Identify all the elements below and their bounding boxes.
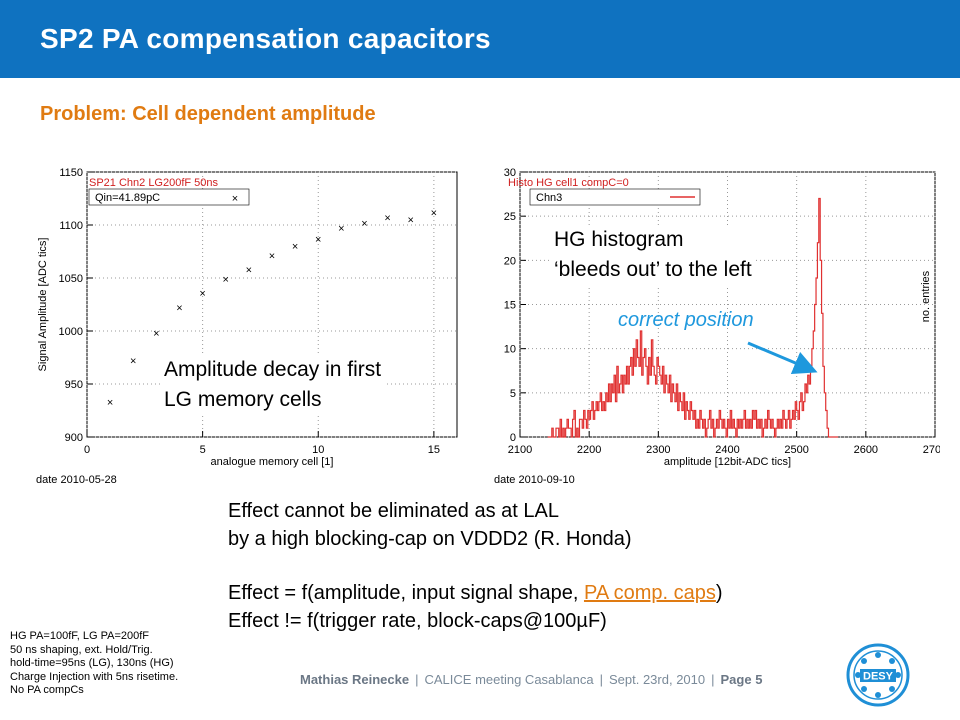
data-point: × bbox=[269, 251, 275, 263]
data-point: × bbox=[153, 328, 159, 340]
effect-line: Effect = f(amplitude, input signal shape… bbox=[228, 579, 723, 607]
footer-author: Mathias Reinecke bbox=[300, 672, 410, 687]
annotation-line: ‘bleeds out’ to the left bbox=[550, 255, 756, 285]
y-tick-label: 10 bbox=[504, 344, 516, 356]
data-point: × bbox=[408, 215, 414, 227]
hg-bleed-annotation: HG histogram ‘bleeds out’ to the left bbox=[550, 225, 756, 285]
y-tick-label: 1100 bbox=[59, 220, 83, 232]
amplitude-decay-annotation: Amplitude decay in first LG memory cells bbox=[160, 355, 386, 415]
effect-block-1: Effect cannot be eliminated as at LAL by… bbox=[228, 497, 632, 553]
x-axis-label: analogue memory cell [1] bbox=[211, 456, 334, 468]
y-tick-label: 1000 bbox=[59, 326, 83, 338]
legend-label: Qin=41.89pC bbox=[95, 192, 160, 204]
data-point: × bbox=[223, 274, 229, 286]
effect-line3-prefix: Effect = f(amplitude, input signal shape… bbox=[228, 582, 584, 604]
amplitude-vs-cell-chart: 900 950 1000 1050 1100 1150 0 5 10 15 analogue mem… bbox=[32, 160, 472, 495]
effect-block-2: Effect = f(amplitude, input signal shape… bbox=[228, 579, 723, 635]
annotation-line: HG histogram bbox=[550, 225, 756, 255]
legend-marker: × bbox=[232, 193, 238, 205]
data-point: × bbox=[431, 207, 437, 219]
x-tick-label: 0 bbox=[84, 444, 90, 456]
data-point: × bbox=[292, 241, 298, 253]
footer-date: Sept. 23rd, 2010 bbox=[608, 672, 706, 687]
x-tick-label: 10 bbox=[312, 444, 324, 456]
correct-position-arrow-icon bbox=[747, 341, 818, 375]
histogram-chart-svg: 0 5 10 15 20 25 30 2100 2200 2300 2400 2500 2600 2700… bbox=[494, 167, 940, 486]
chart-date: date 2010-09-10 bbox=[494, 474, 575, 486]
effect-line: Effect != f(trigger rate, block-caps@100… bbox=[228, 610, 607, 632]
note-line: 50 ns shaping, ext. Hold/Trig. bbox=[10, 643, 153, 656]
effect-line: Effect cannot be eliminated as at LAL bbox=[228, 500, 559, 522]
x-tick-label: 15 bbox=[428, 444, 440, 456]
y-tick-label: 20 bbox=[504, 255, 516, 267]
x-tick-label: 2100 bbox=[508, 444, 532, 456]
x-tick-label: 5 bbox=[200, 444, 206, 456]
chart-title: SP21 Chn2 LG200fF 50ns bbox=[89, 177, 219, 189]
x-tick-label: 2700 bbox=[923, 444, 940, 456]
y-tick-label: 1050 bbox=[59, 273, 83, 285]
legend-box bbox=[529, 188, 701, 206]
footer-separator: | bbox=[415, 672, 419, 687]
chart-title: Histo HG cell1 compC=0 bbox=[508, 177, 629, 189]
note-line: hold-time=95ns (LG), 130ns (HG) bbox=[10, 657, 174, 669]
x-tick-label: 2200 bbox=[577, 444, 601, 456]
y-tick-label: 1150 bbox=[59, 167, 83, 179]
desy-logo-icon: DESY bbox=[846, 643, 910, 707]
data-point: × bbox=[246, 265, 252, 277]
note-line: Charge Injection with 5ns risetime. bbox=[10, 670, 179, 683]
correct-position-label: correct position bbox=[618, 309, 754, 331]
annotation-line: LG memory cells bbox=[160, 385, 386, 415]
legend-box bbox=[88, 188, 250, 206]
y-tick-label: 15 bbox=[504, 300, 516, 312]
footer-page: Page 5 bbox=[720, 672, 763, 687]
problem-subtitle: Problem: Cell dependent amplitude bbox=[40, 103, 376, 125]
note-line: HG PA=100fF, LG PA=200fF bbox=[10, 630, 149, 642]
x-axis-label: amplitude [12bit-ADC tics] bbox=[664, 456, 791, 468]
data-point: × bbox=[384, 213, 390, 225]
hg-histogram-chart: 0 5 10 15 20 25 30 2100 2200 2300 2400 2500 2600 2700… bbox=[490, 160, 940, 495]
x-tick-label: 2600 bbox=[854, 444, 878, 456]
y-tick-label: 25 bbox=[504, 211, 516, 223]
header-bar: SP2 PA compensation capacitors bbox=[0, 0, 960, 78]
x-tick-label: 2400 bbox=[715, 444, 739, 456]
chart-date: date 2010-05-28 bbox=[36, 474, 117, 486]
x-tick-label: 2500 bbox=[784, 444, 808, 456]
footer-meeting: CALICE meeting Casablanca bbox=[424, 672, 594, 687]
footer-separator: | bbox=[711, 672, 715, 687]
y-tick-label: 0 bbox=[510, 432, 516, 444]
measurement-notes: HG PA=100fF, LG PA=200fF 50 ns shaping, … bbox=[10, 630, 178, 698]
pa-comp-caps-link[interactable]: PA comp. caps bbox=[583, 582, 716, 604]
y-axis-label: no. entries bbox=[920, 270, 932, 322]
amplitude-chart-svg: 900 950 1000 1050 1100 1150 0 5 10 15 analogue mem… bbox=[36, 167, 458, 486]
y-tick-label: 950 bbox=[65, 379, 83, 391]
data-point: × bbox=[199, 288, 205, 300]
effect-line3-suffix: ) bbox=[715, 582, 723, 604]
annotation-line: Amplitude decay in first bbox=[160, 355, 386, 385]
footer-separator: | bbox=[599, 672, 603, 687]
effect-line: by a high blocking-cap on VDDD2 (R. Hond… bbox=[228, 528, 632, 550]
legend-label: Chn3 bbox=[536, 192, 562, 204]
data-point: × bbox=[130, 356, 136, 368]
slide-title: SP2 PA compensation capacitors bbox=[40, 23, 491, 54]
data-point: × bbox=[176, 303, 182, 315]
y-tick-label: 5 bbox=[510, 388, 516, 400]
data-point: × bbox=[315, 234, 321, 246]
y-tick-label: 30 bbox=[504, 167, 516, 179]
slide-footer: Mathias Reinecke | CALICE meeting Casablan… bbox=[300, 672, 762, 687]
x-tick-label: 2300 bbox=[646, 444, 670, 456]
svg-text:DESY: DESY bbox=[863, 671, 894, 683]
note-line: No PA compCs bbox=[10, 684, 84, 696]
data-point: × bbox=[338, 223, 344, 235]
histogram-series bbox=[547, 197, 839, 438]
data-point: × bbox=[107, 397, 113, 409]
y-axis-label: Signal Amplitude [ADC tics] bbox=[37, 238, 49, 372]
y-tick-label: 900 bbox=[65, 432, 83, 444]
data-point: × bbox=[361, 218, 367, 230]
